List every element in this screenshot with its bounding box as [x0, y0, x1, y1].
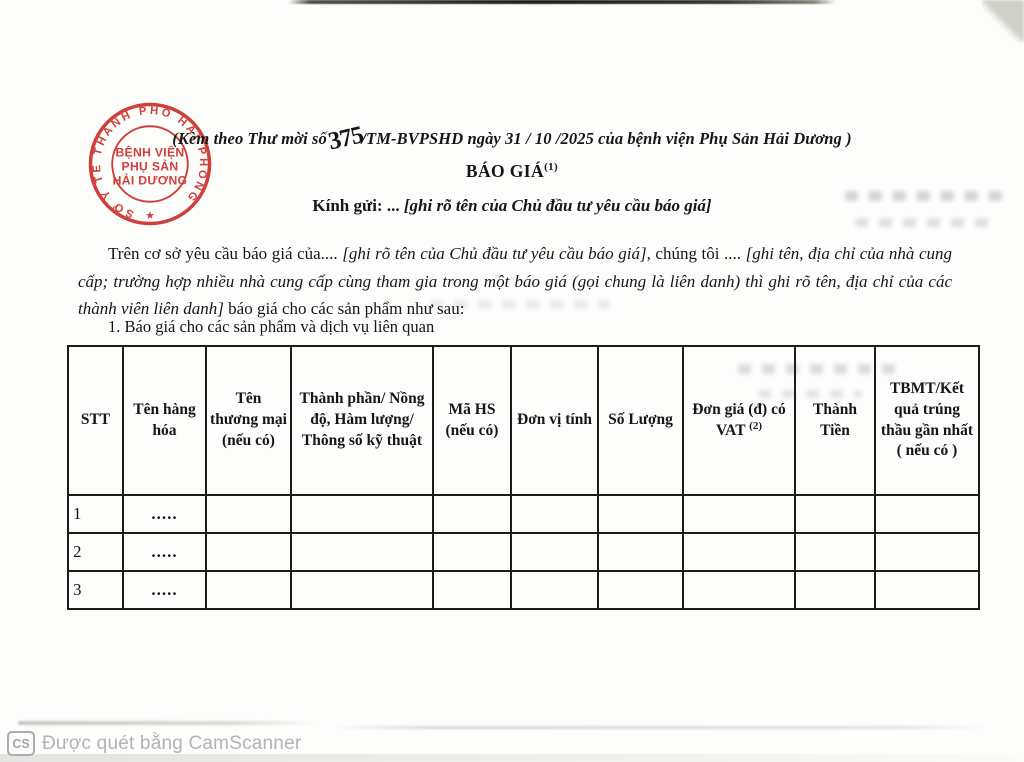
cell-empty [510, 570, 599, 610]
cell-stt: 1 [67, 494, 124, 534]
cell-empty [205, 570, 292, 610]
cell-ten-hang-hoa: ..... [122, 494, 207, 534]
cell-empty [597, 532, 684, 572]
col-header-don-gia-text: Đơn giá (đ) có VAT [692, 400, 786, 439]
stamp-inner-circle [111, 125, 189, 203]
cell-empty [682, 494, 796, 534]
title-superscript: (1) [544, 161, 559, 174]
col-header-thanh-phan: Thành phần/ Nồng độ, Hàm lượng/ Thông số… [290, 345, 434, 496]
cell-empty [597, 494, 684, 534]
intro-text-1: Trên cơ sở yêu cầu báo giá của.... [108, 244, 343, 263]
col-header-so-luong: Số Lượng [597, 345, 684, 496]
cell-empty [597, 570, 684, 610]
stamp-star: ★ [145, 210, 155, 222]
scan-artifact-top-line [288, 0, 836, 4]
cell-empty [874, 570, 980, 610]
cell-empty [682, 532, 796, 572]
document-title-text: BÁO GIÁ [465, 161, 545, 181]
intro-text-3: báo giá cho các sản phẩm như sau: [223, 299, 465, 318]
table-row: 3 ..... [67, 570, 980, 610]
invitation-reference-line: (Kèm theo Thư mời số375/TM-BVPSHD ngày 3… [0, 121, 1024, 156]
cell-empty [510, 494, 599, 534]
don-gia-superscript: (2) [749, 419, 762, 432]
cell-empty [432, 570, 512, 610]
stamp-center-line: PHỤ SẢN [122, 158, 179, 173]
col-header-tbmt: TBMT/Kết quả trúng thầu gần nhất ( nếu c… [874, 345, 980, 496]
quotation-table: STT Tên hàng hóa Tên thương mại (nếu có)… [67, 345, 980, 610]
scan-bottom-band [0, 754, 1024, 762]
cell-empty [874, 532, 980, 572]
cell-stt: 3 [67, 570, 124, 610]
stamp-center-line: BỆNH VIỆN [115, 144, 184, 159]
cell-empty [432, 532, 512, 572]
cell-empty [432, 494, 512, 534]
table-row: 1 ..... [67, 494, 980, 534]
scan-wrinkle-line [330, 726, 990, 729]
cell-empty [205, 532, 292, 572]
stamp-center-line: HẢI DƯƠNG [113, 172, 188, 187]
kinh-gui-label: Kính gửi: ... [312, 196, 404, 215]
table-row: 2 ..... [67, 532, 980, 572]
hospital-stamp: SỞ Y TẾ THÀNH PHỐ HẢI PHÒNG ★ BỆNH VIỆN … [88, 102, 212, 226]
invitation-reference-suffix: /TM-BVPSHD ngày 31 / 10 /2025 của bệnh v… [361, 129, 852, 148]
cell-empty [794, 570, 876, 610]
table-header-row: STT Tên hàng hóa Tên thương mại (nếu có)… [67, 345, 980, 496]
cell-stt: 2 [67, 532, 124, 572]
cell-empty [205, 494, 292, 534]
cell-empty [510, 532, 599, 572]
scan-artifact-corner-fold [982, 0, 1024, 42]
col-header-thanh-tien: Thành Tiền [794, 345, 876, 496]
section-1-heading: 1. Báo giá cho các sản phẩm và dịch vụ l… [108, 317, 435, 336]
kinh-gui-bracket: [ghi rõ tên của Chủ đầu tư yêu cầu báo g… [403, 196, 712, 215]
scan-wrinkle-line [18, 721, 318, 725]
stamp-outer-circle [88, 102, 212, 226]
cell-empty [794, 494, 876, 534]
document-title: BÁO GIÁ(1) [0, 161, 1024, 182]
intro-bracket-1: [ghi rõ tên của Chủ đầu tư yêu cầu báo g… [342, 244, 647, 263]
col-header-stt: STT [67, 345, 124, 496]
cell-empty [682, 570, 796, 610]
cell-ten-hang-hoa: ..... [122, 570, 207, 610]
col-header-don-gia: Đơn giá (đ) có VAT (2) [682, 345, 796, 496]
bleed-through-smudge [855, 218, 995, 227]
col-header-ten-hang-hoa: Tên hàng hóa [122, 345, 207, 496]
handwritten-number: 375 [325, 121, 366, 156]
cell-empty [290, 570, 434, 610]
camscanner-logo: CS [7, 731, 35, 756]
intro-text-2: , chúng tôi .... [646, 244, 746, 263]
bleed-through-smudge [430, 300, 610, 309]
camscanner-text: Được quét bằng CamScanner [42, 732, 302, 754]
cell-empty [290, 494, 434, 534]
intro-paragraph: Trên cơ sở yêu cầu báo giá của.... [ghi … [78, 240, 952, 323]
col-header-don-vi-tinh: Đơn vị tính [510, 345, 599, 496]
bleed-through-smudge [845, 191, 1007, 201]
intro-bracket-2: [ghi tên, địa chỉ của nhà cung cấp; trườ… [78, 244, 953, 318]
col-header-ma-hs: Mã HS (nếu có) [432, 345, 512, 496]
cell-empty [794, 532, 876, 572]
invitation-reference-prefix: (Kèm theo Thư mời số [172, 129, 327, 148]
cell-empty [290, 532, 434, 572]
cell-ten-hang-hoa: ..... [122, 532, 207, 572]
camscanner-watermark: CS Được quét bằng CamScanner [7, 731, 301, 756]
cell-empty [874, 494, 980, 534]
col-header-ten-thuong-mai: Tên thương mại (nếu có) [205, 345, 292, 496]
kinh-gui-line: Kính gửi: ... [ghi rõ tên của Chủ đầu tư… [0, 196, 1024, 216]
